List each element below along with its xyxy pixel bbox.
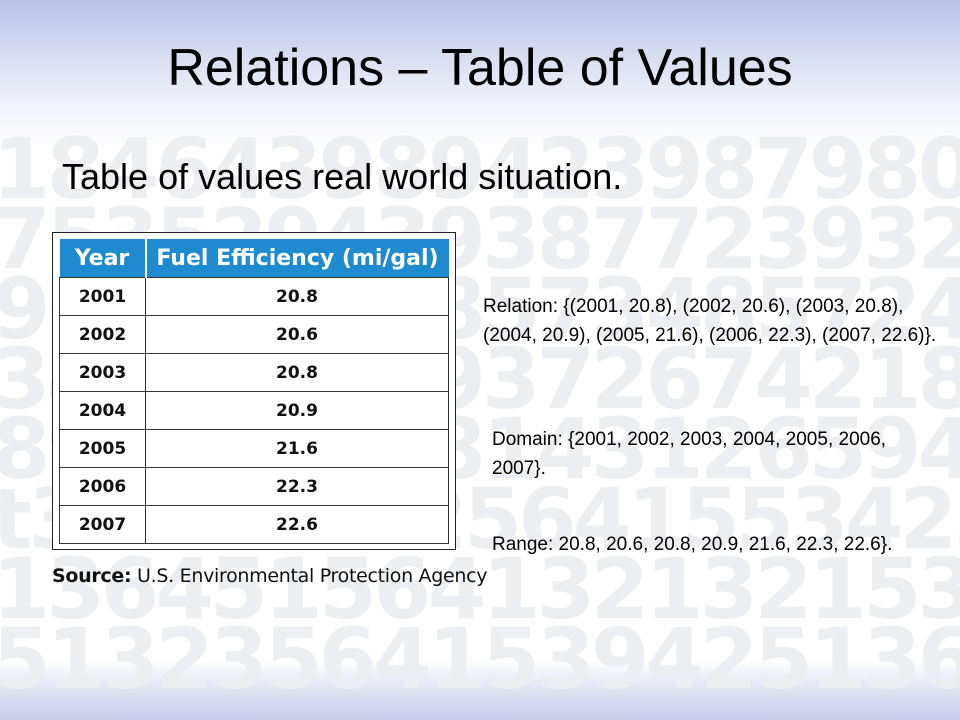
- year-cell: 2006: [59, 467, 146, 506]
- value-cell: 20.8: [145, 353, 449, 392]
- value-cell: 21.6: [145, 429, 449, 468]
- slide-subtitle: Table of values real world situation.: [62, 156, 623, 197]
- domain-text: Domain: {2001, 2002, 2003, 2004, 2005, 2…: [492, 429, 887, 479]
- year-cell: 2001: [59, 277, 146, 316]
- value-cell: 20.8: [145, 277, 449, 316]
- value-cell: 20.6: [145, 315, 449, 354]
- table-source: Source: U.S. Environmental Protection Ag…: [52, 565, 488, 587]
- fuel-efficiency-table: Year Fuel Efficiency (mi/gal) 2001 20.8 …: [59, 239, 449, 544]
- year-cell: 2003: [59, 353, 146, 392]
- year-cell: 2002: [59, 315, 146, 354]
- range-text: Range: 20.8, 20.6, 20.8, 20.9, 21.6, 22.…: [492, 534, 893, 555]
- year-cell: 2007: [59, 505, 146, 544]
- table-row: 2004 20.9: [59, 391, 449, 430]
- table-row: 2005 21.6: [59, 429, 449, 468]
- source-text: U.S. Environmental Protection Agency: [137, 565, 488, 587]
- source-label: Source:: [52, 565, 132, 587]
- column-header-fuel-efficiency: Fuel Efficiency (mi/gal): [145, 239, 449, 278]
- value-cell: 22.3: [145, 467, 449, 506]
- fuel-efficiency-table-frame: Year Fuel Efficiency (mi/gal) 2001 20.8 …: [52, 232, 456, 550]
- table-header-row: Year Fuel Efficiency (mi/gal): [59, 239, 449, 278]
- year-cell: 2004: [59, 391, 146, 430]
- top-gradient-band: [0, 0, 960, 150]
- value-cell: 20.9: [145, 391, 449, 430]
- slide-title: Relations – Table of Values: [167, 39, 793, 97]
- table-row: 2007 22.6: [59, 505, 449, 544]
- year-cell: 2005: [59, 429, 146, 468]
- table-row: 2001 20.8: [59, 277, 449, 316]
- table-row: 2006 22.3: [59, 467, 449, 506]
- table-row: 2003 20.8: [59, 353, 449, 392]
- value-cell: 22.6: [145, 505, 449, 544]
- table-row: 2002 20.6: [59, 315, 449, 354]
- column-header-year: Year: [59, 239, 147, 278]
- relation-text: Relation: {(2001, 20.8), (2002, 20.6), (…: [483, 296, 937, 346]
- bottom-gradient-band: [0, 660, 960, 720]
